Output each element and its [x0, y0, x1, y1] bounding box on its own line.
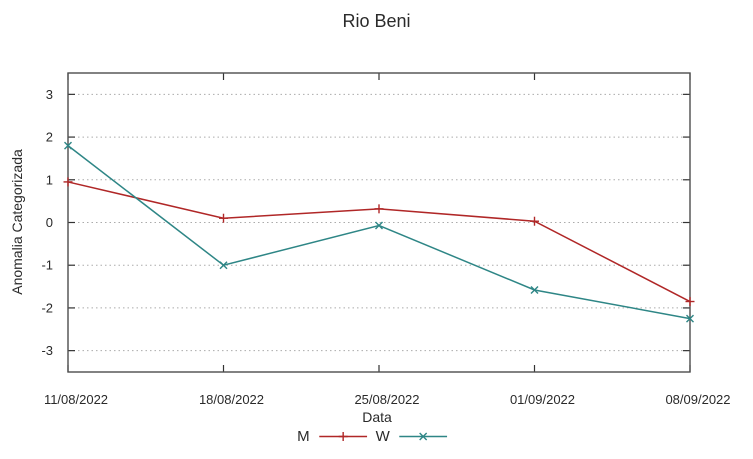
legend-label-m: M — [297, 428, 310, 445]
svg-text:0: 0 — [46, 215, 53, 230]
svg-text:1: 1 — [46, 172, 53, 187]
svg-text:01/09/2022: 01/09/2022 — [510, 392, 575, 407]
svg-text:-1: -1 — [41, 258, 53, 273]
svg-text:08/09/2022: 08/09/2022 — [665, 392, 730, 407]
series-W-line — [67, 145, 691, 320]
legend: M W — [297, 428, 447, 445]
gridlines — [69, 93, 689, 352]
series-M — [63, 177, 695, 307]
svg-text:3: 3 — [46, 87, 53, 102]
y-axis-label: Anomalia Categorizada — [9, 149, 25, 295]
series-M-line — [67, 181, 691, 303]
chart-title: Rio Beni — [342, 11, 411, 31]
x-axis-label: Data — [362, 409, 392, 425]
svg-text:11/08/2022: 11/08/2022 — [44, 392, 108, 407]
y-tick-labels: -3 -2 -1 0 1 2 3 — [41, 87, 53, 358]
series-W — [64, 141, 694, 323]
svg-text:-2: -2 — [41, 300, 53, 315]
svg-text:2: 2 — [46, 130, 53, 145]
x-tick-labels: 11/08/2022 18/08/2022 25/08/2022 01/09/2022… — [44, 392, 731, 407]
svg-text:-3: -3 — [41, 343, 53, 358]
legend-sample-w-line-icon — [398, 432, 447, 441]
plot-border — [67, 72, 691, 373]
legend-label-w: W — [375, 428, 390, 445]
legend-sample-m-line-icon — [318, 432, 367, 441]
svg-text:18/08/2022: 18/08/2022 — [199, 392, 264, 407]
svg-text:25/08/2022: 25/08/2022 — [354, 392, 419, 407]
